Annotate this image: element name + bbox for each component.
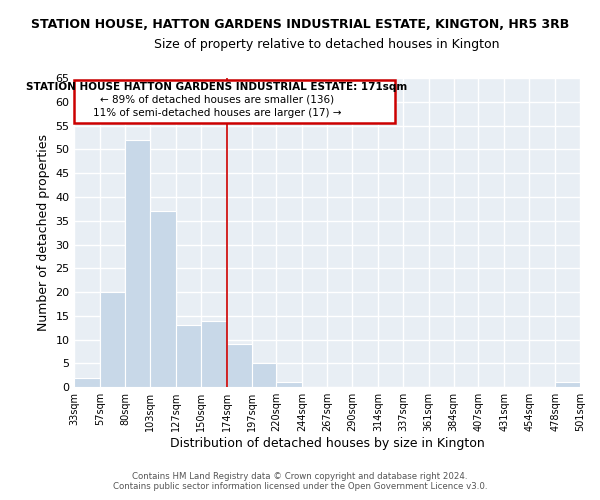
Y-axis label: Number of detached properties: Number of detached properties — [37, 134, 50, 331]
Title: Size of property relative to detached houses in Kington: Size of property relative to detached ho… — [154, 38, 500, 51]
Bar — [125, 140, 150, 387]
Bar — [100, 292, 125, 387]
Bar — [555, 382, 580, 387]
Bar — [74, 378, 100, 387]
X-axis label: Distribution of detached houses by size in Kington: Distribution of detached houses by size … — [170, 437, 485, 450]
FancyBboxPatch shape — [74, 80, 395, 123]
Bar — [277, 382, 302, 387]
Bar — [176, 326, 201, 387]
Text: ← 89% of detached houses are smaller (136): ← 89% of detached houses are smaller (13… — [100, 94, 334, 104]
Bar — [201, 320, 227, 387]
Bar — [150, 211, 176, 387]
Text: STATION HOUSE, HATTON GARDENS INDUSTRIAL ESTATE, KINGTON, HR5 3RB: STATION HOUSE, HATTON GARDENS INDUSTRIAL… — [31, 18, 569, 30]
Bar — [251, 364, 277, 387]
Bar — [227, 344, 251, 387]
Text: 11% of semi-detached houses are larger (17) →: 11% of semi-detached houses are larger (… — [93, 108, 341, 118]
Text: Contains HM Land Registry data © Crown copyright and database right 2024.: Contains HM Land Registry data © Crown c… — [132, 472, 468, 481]
Text: STATION HOUSE HATTON GARDENS INDUSTRIAL ESTATE: 171sqm: STATION HOUSE HATTON GARDENS INDUSTRIAL … — [26, 82, 407, 92]
Text: Contains public sector information licensed under the Open Government Licence v3: Contains public sector information licen… — [113, 482, 487, 491]
